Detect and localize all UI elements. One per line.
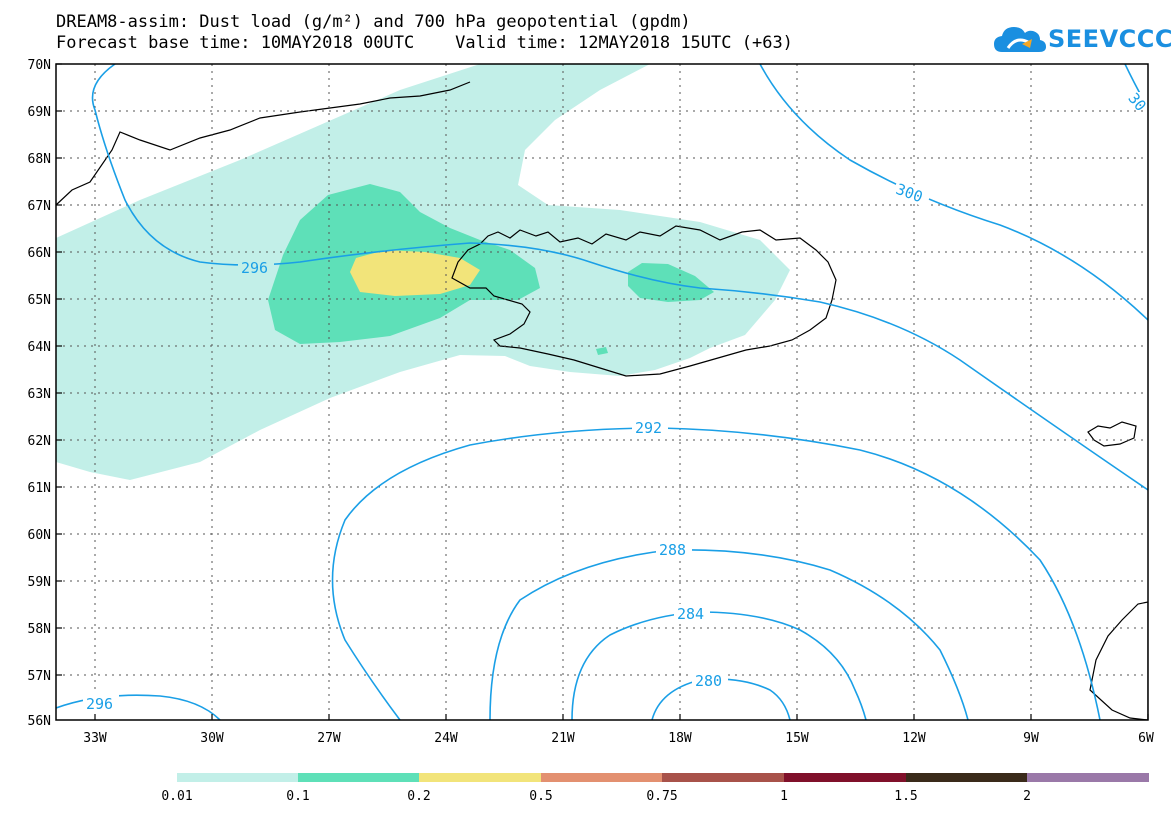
colorbar-labels: 0.01 0.1 0.2 0.5 0.75 1 1.5 2 [161, 789, 1031, 804]
lon-label: 18W [668, 731, 692, 746]
colorbar-label: 0.2 [407, 789, 430, 804]
contour-296-north [91, 64, 1148, 491]
contour-label-284: 284 [677, 605, 704, 623]
lon-label: 27W [317, 731, 341, 746]
dust-region-medium-2 [628, 263, 714, 302]
colorbar-label: 1.5 [894, 789, 917, 804]
lon-label: 21W [551, 731, 575, 746]
colorbar-swatch [177, 773, 298, 782]
dust-region-high [350, 250, 480, 296]
seevccc-logo: SEEVCCC [992, 22, 1173, 58]
colorbar-label: 0.01 [161, 789, 192, 804]
lon-label: 33W [83, 731, 107, 746]
lat-label: 63N [28, 387, 51, 402]
lat-label: 61N [28, 481, 51, 496]
lon-label: 6W [1138, 731, 1154, 746]
lat-label: 60N [28, 528, 51, 543]
contour-300 [759, 64, 1148, 321]
contour-labels: 296 300 30 292 288 284 280 296 [83, 89, 1150, 713]
colorbar-swatch [662, 773, 784, 782]
contour-label-300: 300 [894, 180, 926, 206]
greenland-coastline [56, 81, 471, 206]
contour-label-280: 280 [695, 672, 722, 690]
contour-label-296-south: 296 [86, 695, 113, 713]
lat-label: 56N [28, 714, 51, 729]
scotland-coastline [1089, 601, 1148, 720]
coastline [56, 81, 1148, 720]
colorbar-swatch [298, 773, 419, 782]
lat-label: 66N [28, 246, 51, 261]
lat-label: 62N [28, 434, 51, 449]
lat-label: 68N [28, 152, 51, 167]
colorbar-swatch [541, 773, 662, 782]
cloud-icon [994, 27, 1046, 52]
map-subtitle: Forecast base time: 10MAY2018 00UTC Vali… [56, 33, 793, 53]
lon-label: 30W [200, 731, 224, 746]
graticule [56, 64, 1148, 720]
contour-label-292: 292 [635, 419, 662, 437]
map-title: DREAM8-assim: Dust load (g/m²) and 700 h… [56, 12, 691, 32]
colorbar-label: 0.5 [529, 789, 552, 804]
colorbar [177, 773, 1149, 782]
contour-288 [489, 549, 969, 720]
lon-label: 15W [785, 731, 809, 746]
lat-label: 65N [28, 293, 51, 308]
dust-shading [56, 64, 790, 480]
axis-ticks [56, 63, 1149, 720]
dust-region-medium-3 [596, 347, 608, 355]
contour-280 [651, 678, 791, 720]
contour-296-south [56, 694, 221, 720]
longitude-labels: 33W 30W 27W 24W 21W 18W 15W 12W 9W 6W [83, 731, 1154, 746]
faroe-coastline [1087, 421, 1137, 447]
logo-text: SEEVCCC [1048, 25, 1173, 53]
colorbar-swatch [419, 773, 541, 782]
lon-label: 9W [1023, 731, 1039, 746]
colorbar-label: 0.1 [286, 789, 309, 804]
contour-292 [331, 427, 1101, 720]
colorbar-label: 0.75 [646, 789, 677, 804]
colorbar-label: 2 [1023, 789, 1031, 804]
lat-label: 58N [28, 622, 51, 637]
iceland-coastline [451, 225, 837, 377]
colorbar-label: 1 [780, 789, 788, 804]
colorbar-swatch [784, 773, 906, 782]
contour-label-288: 288 [659, 541, 686, 559]
lon-label: 12W [902, 731, 926, 746]
contour-label-296-north: 296 [241, 259, 268, 277]
map-frame [55, 63, 1149, 721]
lat-label: 57N [28, 669, 51, 684]
lat-label: 69N [28, 105, 51, 120]
lon-label: 24W [434, 731, 458, 746]
contour-284 [571, 611, 867, 720]
geopotential-contours [56, 64, 1148, 720]
latitude-labels: 70N 69N 68N 67N 66N 65N 64N 63N 62N 61N … [28, 58, 51, 729]
lat-label: 70N [28, 58, 51, 73]
colorbar-swatch [1027, 773, 1149, 782]
colorbar-swatch [906, 773, 1027, 782]
lat-label: 64N [28, 340, 51, 355]
lat-label: 67N [28, 199, 51, 214]
lat-label: 59N [28, 575, 51, 590]
